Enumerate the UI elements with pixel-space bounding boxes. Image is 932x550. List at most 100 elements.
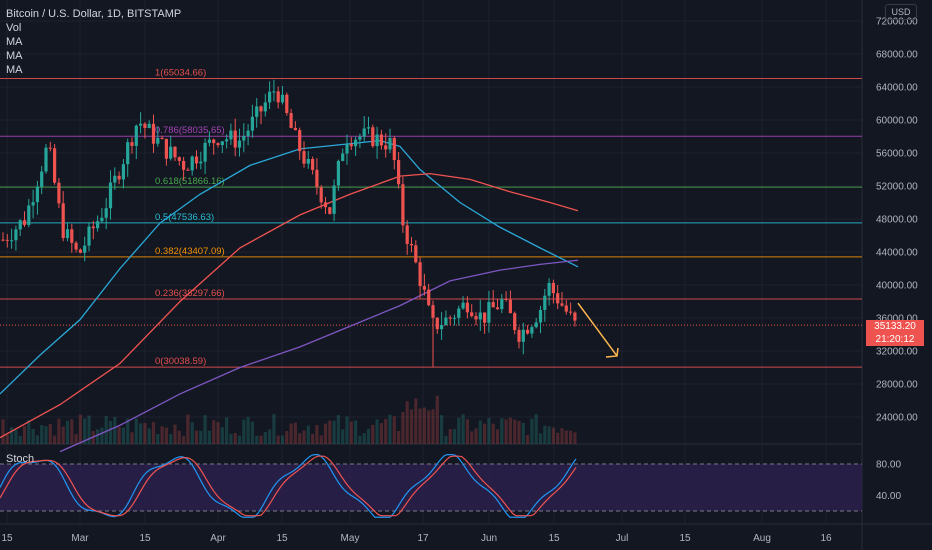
candle-body[interactable] [311, 158, 315, 170]
indicator-ma-3[interactable]: MA [6, 64, 23, 76]
candle-body[interactable] [354, 139, 358, 147]
candle-body[interactable] [74, 242, 78, 250]
candle-body[interactable] [448, 317, 452, 319]
candle-body[interactable] [508, 299, 512, 314]
candle-body[interactable] [203, 142, 207, 162]
candle-body[interactable] [250, 116, 254, 131]
indicator-vol[interactable]: Vol [6, 22, 22, 34]
candle-body[interactable] [444, 317, 448, 326]
candle-body[interactable] [143, 123, 147, 129]
candle-body[interactable] [91, 226, 95, 229]
candle-body[interactable] [358, 136, 362, 140]
fib-retracement[interactable]: 1(65034.66) 0.786(58035.65) 0.618(51866.16… [0, 67, 862, 368]
candle-body[interactable] [272, 91, 276, 93]
candle-body[interactable] [556, 293, 560, 304]
candle-body[interactable] [470, 312, 474, 317]
candle-body[interactable] [40, 171, 44, 187]
candle-body[interactable] [487, 302, 491, 323]
candle-body[interactable] [207, 139, 211, 143]
candle-body[interactable] [1, 239, 5, 241]
candle-body[interactable] [517, 330, 521, 342]
candle-body[interactable] [104, 208, 108, 218]
candle-body[interactable] [457, 308, 461, 318]
candle-body[interactable] [323, 202, 328, 208]
projection-arrow[interactable] [577, 302, 619, 358]
stoch-title[interactable]: Stoch [6, 453, 35, 465]
candle-body[interactable] [78, 249, 82, 253]
candle-body[interactable] [5, 239, 9, 241]
candle-body[interactable] [392, 138, 396, 161]
candle-body[interactable] [371, 127, 375, 147]
candle-body[interactable] [199, 161, 203, 164]
candle-body[interactable] [362, 128, 366, 137]
currency-button[interactable]: USD [885, 4, 917, 20]
candle-body[interactable] [440, 325, 444, 330]
candle-body[interactable] [573, 312, 577, 321]
candle-body[interactable] [225, 139, 229, 142]
candle-body[interactable] [474, 316, 478, 320]
candle-body[interactable] [130, 142, 134, 146]
candle-body[interactable] [319, 187, 323, 203]
candle-body[interactable] [289, 113, 293, 128]
candle-body[interactable] [259, 106, 263, 112]
candle-body[interactable] [530, 327, 534, 334]
indicator-ma-1[interactable]: MA [6, 36, 23, 48]
candle-body[interactable] [169, 146, 173, 159]
candle-body[interactable] [268, 91, 272, 103]
candle-body[interactable] [560, 303, 564, 306]
candle-body[interactable] [237, 140, 242, 148]
candle-body[interactable] [242, 135, 246, 141]
candle-body[interactable] [564, 305, 568, 312]
candle-body[interactable] [569, 311, 573, 313]
candle-body[interactable] [61, 203, 65, 239]
candle-body[interactable] [14, 229, 18, 241]
candle-body[interactable] [57, 182, 61, 204]
candle-body[interactable] [388, 138, 392, 150]
candle-body[interactable] [461, 302, 465, 309]
candle-body[interactable] [293, 127, 297, 131]
candle-body[interactable] [87, 226, 91, 246]
price-axis[interactable]: 72000.00 68000.00 64000.00 60000.00 56000.00… [876, 17, 918, 424]
candle-body[interactable] [48, 147, 52, 149]
candle-body[interactable] [538, 310, 543, 323]
candle-body[interactable] [526, 329, 530, 334]
candle-body[interactable] [302, 151, 306, 164]
candle-body[interactable] [341, 153, 345, 161]
candle-body[interactable] [126, 142, 130, 165]
candle-body[interactable] [212, 139, 216, 144]
candle-body[interactable] [521, 329, 525, 342]
candle-body[interactable] [483, 312, 487, 323]
candle-body[interactable] [328, 207, 332, 214]
candle-body[interactable] [65, 229, 70, 239]
candle-body[interactable] [332, 185, 336, 214]
candle-body[interactable] [409, 243, 414, 246]
candle-body[interactable] [422, 286, 426, 290]
candle-body[interactable] [452, 317, 457, 319]
indicator-ma-2[interactable]: MA [6, 50, 23, 62]
candle-body[interactable] [156, 137, 160, 144]
candle-body[interactable] [44, 147, 48, 172]
candle-body[interactable] [117, 175, 121, 180]
candle-body[interactable] [547, 282, 551, 296]
candle-body[interactable] [108, 182, 113, 209]
candle-body[interactable] [190, 156, 194, 171]
candle-body[interactable] [306, 158, 310, 164]
candle-body[interactable] [504, 298, 508, 300]
candle-body[interactable] [229, 130, 233, 140]
candle-body[interactable] [405, 225, 409, 244]
candle-body[interactable] [246, 130, 250, 136]
candle-body[interactable] [375, 134, 379, 147]
candle-body[interactable] [53, 148, 57, 183]
candle-body[interactable] [336, 160, 340, 186]
candle-body[interactable] [164, 138, 168, 159]
candle-body[interactable] [27, 205, 31, 225]
candle-body[interactable] [276, 91, 280, 103]
candle-body[interactable] [147, 123, 151, 129]
candle-body[interactable] [500, 298, 504, 310]
candle-body[interactable] [83, 245, 87, 253]
candle-body[interactable] [31, 202, 35, 206]
candle-body[interactable] [263, 102, 267, 112]
candle-body[interactable] [134, 125, 138, 146]
candle-body[interactable] [345, 144, 349, 154]
